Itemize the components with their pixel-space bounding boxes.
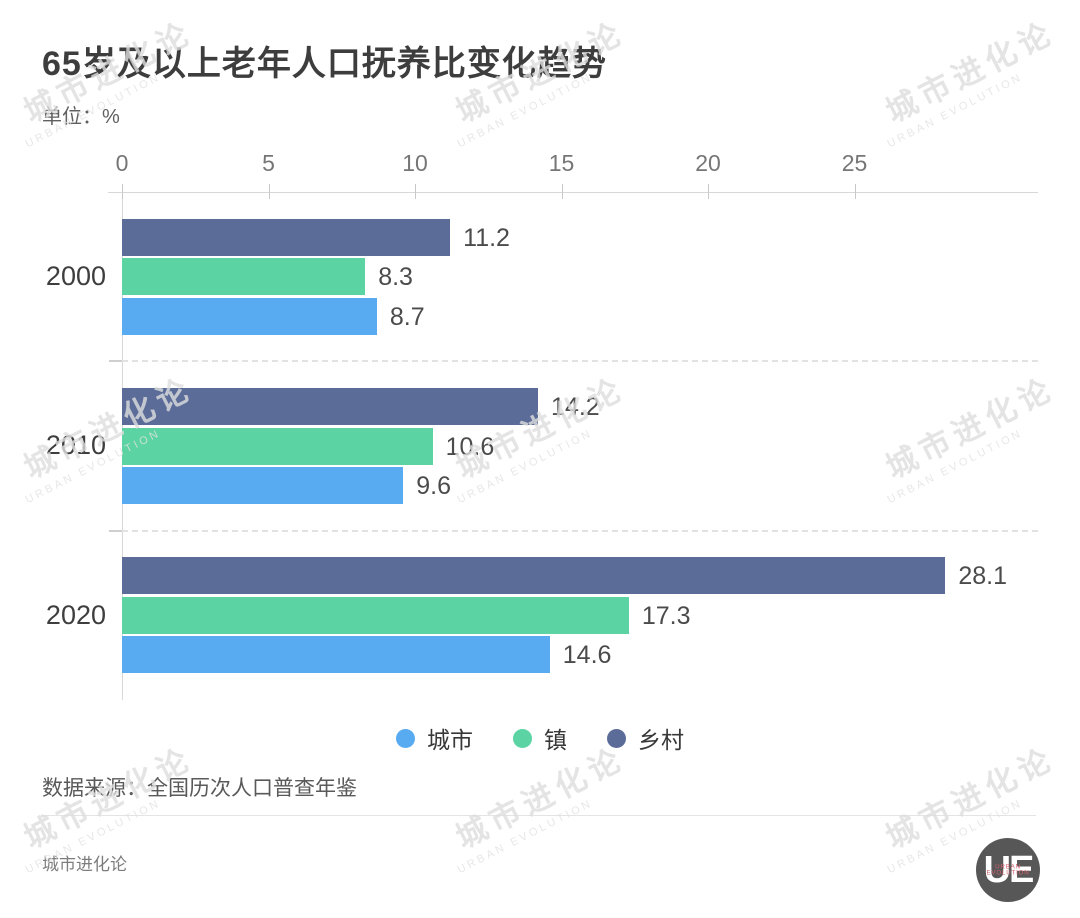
logo-subtext: URBAN EVOLUTION: [986, 862, 1030, 877]
bar-value-label: 9.6: [416, 472, 452, 500]
year-label: 2010: [45, 430, 106, 461]
y-axis-tick: [109, 360, 122, 363]
x-tick-label: 0: [115, 150, 129, 176]
legend-item-town: 镇: [513, 721, 567, 755]
legend-dot-town: [513, 728, 532, 748]
x-tick-label: 20: [695, 150, 721, 176]
page-title: 65岁及以上老年人口抚养比变化趋势: [42, 45, 607, 83]
bar-town-2010: [122, 427, 433, 465]
chart-legend: 城市 镇 乡村: [0, 722, 1080, 754]
x-tick-label: 5: [262, 150, 275, 176]
x-tick-mark: [708, 184, 709, 199]
x-tick-label: 25: [841, 150, 868, 176]
unit-label: 单位：%: [42, 106, 120, 128]
bar-value-label: 14.2: [551, 393, 600, 421]
x-tick-mark: [561, 184, 563, 199]
bar-rural-2020: [122, 557, 946, 595]
bar-city-2010: [122, 467, 404, 504]
category-separator: [122, 360, 1038, 363]
legend-label: 城市: [427, 727, 473, 753]
bar-value-label: 10.6: [445, 432, 495, 461]
x-axis-line: [108, 192, 1038, 193]
legend-dot-city: [396, 728, 415, 748]
legend-item-city: 城市: [396, 721, 473, 755]
bar-town-2000: [122, 258, 366, 296]
x-tick-label: 15: [548, 150, 575, 176]
bar-value-label: 11.2: [463, 223, 510, 252]
bar-value-label: 17.3: [641, 601, 691, 630]
x-tick-mark: [122, 184, 123, 199]
legend-label: 镇: [544, 727, 567, 753]
year-label: 2020: [45, 599, 106, 630]
brand-name: 城市进化论: [42, 855, 127, 874]
x-tick-mark: [415, 184, 416, 199]
logo-ue-text: UE: [983, 849, 1035, 891]
x-tick-mark: [268, 184, 270, 199]
year-label: 2000: [45, 261, 106, 291]
bar-value-label: 8.3: [378, 263, 413, 292]
x-tick-label: 10: [402, 150, 428, 176]
bar-rural-2010: [122, 388, 539, 425]
category-separator: [122, 529, 1038, 532]
legend-item-rural: 乡村: [607, 721, 684, 755]
y-axis-tick: [109, 529, 122, 532]
bar-value-label: 8.7: [389, 302, 425, 331]
x-tick-mark: [854, 184, 856, 199]
urban-evolution-logo: UE URBAN EVOLUTION: [976, 838, 1040, 902]
bar-value-label: 14.6: [562, 641, 612, 670]
bar-city-2020: [122, 636, 550, 674]
footer-divider: [42, 815, 1036, 816]
data-source-note: 数据来源：全国历次人口普查年鉴: [42, 777, 357, 800]
bar-value-label: 28.1: [958, 562, 1007, 591]
bar-city-2000: [122, 297, 377, 335]
bar-town-2020: [122, 596, 629, 634]
legend-label: 乡村: [638, 727, 684, 753]
bar-rural-2000: [122, 218, 451, 256]
legend-dot-rural: [607, 728, 626, 748]
